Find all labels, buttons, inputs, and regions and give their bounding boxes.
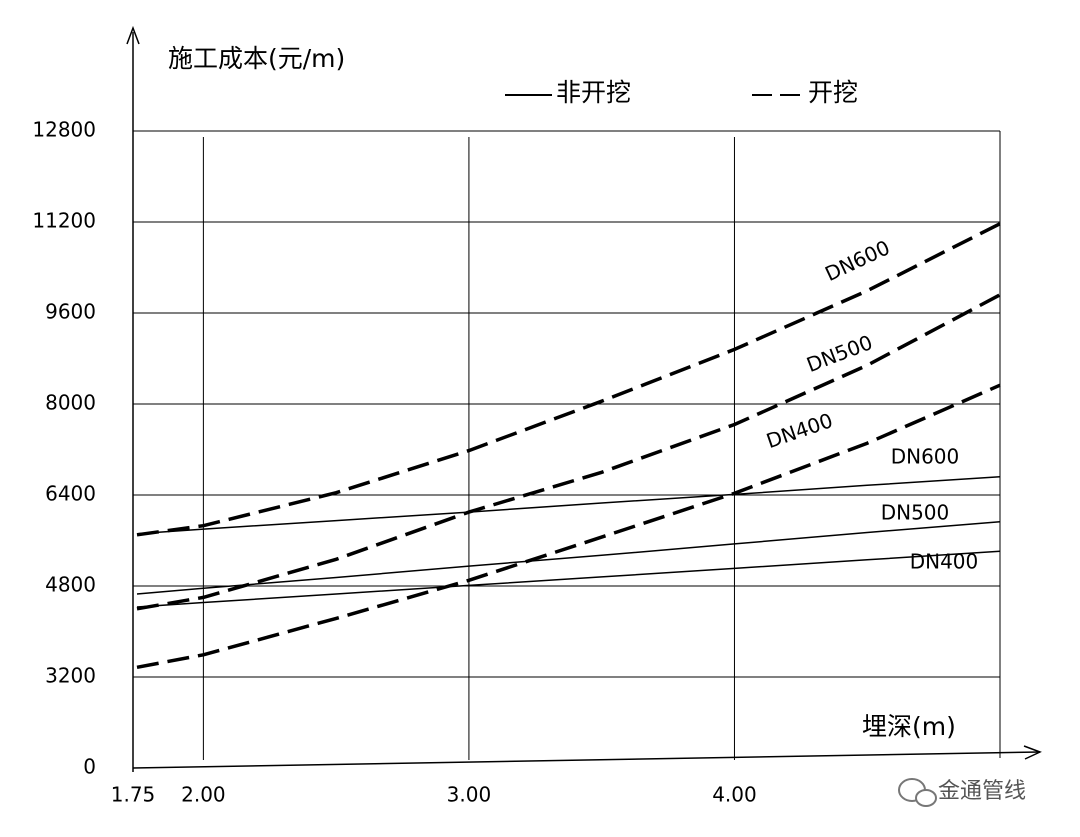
series-label: DN500 [881, 501, 950, 525]
series-label: DN400 [910, 550, 979, 574]
legend-label: 开挖 [808, 78, 858, 107]
x-axis-arrow [1023, 745, 1042, 760]
watermark-text: 金通管线 [938, 779, 1026, 804]
x-tick-label: 3.00 [447, 783, 492, 807]
y-tick-label: 4800 [45, 573, 96, 597]
line-series [136, 293, 1001, 611]
x-tick-label: 4.00 [712, 783, 757, 807]
y-tick-label: 9600 [45, 300, 96, 324]
line-series [136, 383, 1001, 670]
legend-label: 非开挖 [556, 78, 631, 107]
y-tick-label: 11200 [32, 209, 96, 233]
x-tick-label: 2.00 [181, 783, 226, 807]
x-tick-label: 1.75 [111, 783, 156, 807]
line-series [136, 222, 1001, 537]
y-axis-arrow [126, 25, 140, 45]
watermark-icon [915, 789, 937, 807]
line-series [136, 476, 1001, 535]
y-tick-label: 3200 [45, 664, 96, 688]
y-tick-label: 6400 [45, 482, 96, 506]
chart-title: 施工成本(元/m) [168, 44, 345, 73]
y-tick-label: 0 [83, 755, 96, 779]
series-label: DN600 [891, 445, 960, 469]
line-series [136, 520, 1001, 595]
x-axis-label: 埋深(m) [862, 712, 956, 741]
y-tick-label: 12800 [32, 118, 96, 142]
y-tick-label: 8000 [45, 391, 96, 415]
x-axis [132, 751, 1041, 769]
line-series [136, 550, 1001, 608]
watermark: 金通管线 [898, 778, 1026, 807]
